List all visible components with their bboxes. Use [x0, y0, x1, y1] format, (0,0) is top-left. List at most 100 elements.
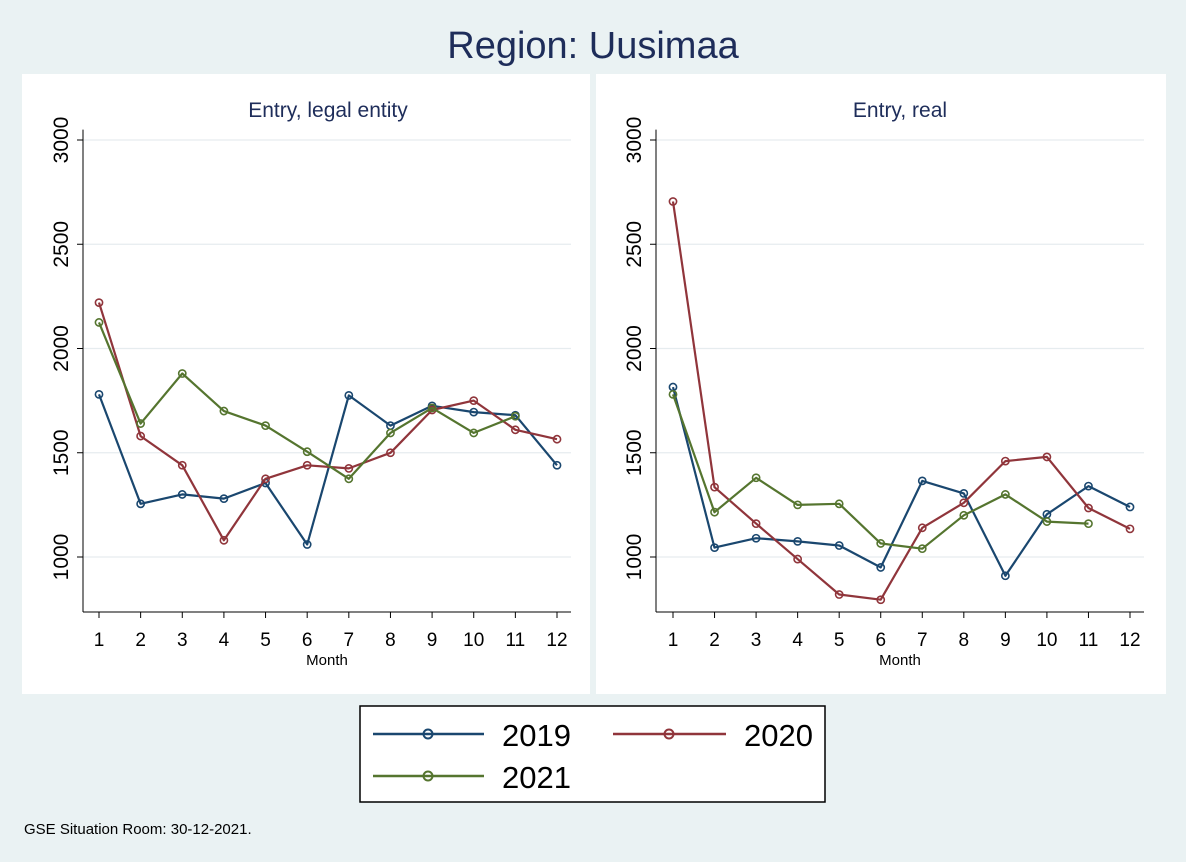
point-2019-legal-entity-month-4 — [219, 494, 229, 504]
legend-item-2019: 2019 — [373, 718, 571, 753]
point-2021-real-month-10 — [1042, 517, 1052, 526]
chart-title: Region: Uusimaa — [447, 25, 739, 67]
point-2019-real-month-6 — [876, 563, 886, 572]
point-2020-real-month-11 — [1084, 503, 1093, 513]
panel-background-legal-entity — [22, 74, 590, 694]
legend-box — [359, 705, 826, 803]
point-2021-legal-entity-month-5 — [261, 421, 270, 431]
point-2021-legal-entity-month-8 — [386, 428, 395, 438]
point-2021-real-month-11 — [1084, 519, 1093, 529]
point-2020-legal-entity-month-4 — [219, 535, 229, 545]
y-tick-label-real: 2000 — [623, 325, 646, 372]
point-2020-real-month-10 — [1042, 452, 1052, 462]
x-tick-label-real: 2 — [709, 630, 720, 651]
series-line-2020-legal-entity — [97, 302, 558, 542]
legend-label-2021: 2021 — [502, 760, 571, 795]
x-axis-label-real: Month — [879, 652, 921, 669]
point-2021-real-month-8 — [959, 510, 969, 520]
point-2020-real-month-6 — [876, 595, 886, 605]
legend-marker-2020 — [663, 728, 675, 740]
x-axis-label-legal-entity: Month — [306, 652, 348, 669]
series-line-2021-real — [671, 394, 1089, 550]
y-tick-label-legal-entity: 1500 — [50, 429, 73, 476]
point-2021-legal-entity-month-2 — [136, 419, 146, 428]
x-tick-label-legal-entity: 12 — [546, 630, 567, 651]
legend-marker-2021 — [422, 770, 434, 782]
x-tick-label-legal-entity: 5 — [260, 630, 271, 651]
point-2019-real-month-2 — [710, 543, 719, 553]
x-tick-label-legal-entity: 2 — [135, 630, 146, 651]
point-2019-real-month-11 — [1084, 481, 1093, 491]
point-2020-real-month-8 — [959, 498, 969, 508]
series-line-2019-real — [671, 386, 1131, 577]
x-tick-label-legal-entity: 8 — [385, 630, 396, 651]
panel-title-real: Entry, real — [853, 99, 947, 122]
point-2021-legal-entity-month-4 — [219, 406, 229, 416]
point-2021-legal-entity-month-3 — [177, 369, 187, 378]
y-tick-label-legal-entity: 2000 — [50, 325, 73, 372]
x-tick-label-legal-entity: 1 — [94, 630, 105, 651]
series-line-2020-real — [671, 201, 1131, 601]
point-2021-legal-entity-month-6 — [302, 447, 312, 457]
point-2020-real-month-5 — [834, 590, 844, 599]
x-tick-label-legal-entity: 6 — [302, 630, 313, 651]
point-2020-legal-entity-month-6 — [302, 460, 312, 470]
point-2019-legal-entity-month-10 — [469, 407, 479, 417]
x-tick-label-real: 1 — [668, 630, 679, 651]
point-2021-legal-entity-month-10 — [469, 428, 479, 438]
y-tick-label-real: 2500 — [623, 221, 646, 268]
legend-label-2020: 2020 — [744, 718, 813, 753]
point-2019-real-month-5 — [834, 541, 844, 550]
x-tick-label-legal-entity: 10 — [463, 630, 484, 651]
point-2021-real-month-9 — [1000, 490, 1010, 499]
point-2020-legal-entity-month-12 — [552, 434, 562, 444]
point-2021-real-month-1 — [668, 389, 678, 399]
point-2019-legal-entity-month-6 — [302, 540, 312, 549]
x-tick-label-real: 5 — [834, 630, 845, 651]
series-line-2019-legal-entity — [97, 394, 558, 546]
point-2021-real-month-2 — [710, 507, 719, 517]
point-2020-legal-entity-month-2 — [136, 431, 146, 441]
y-tick-label-legal-entity: 2500 — [50, 221, 73, 268]
point-2020-real-month-9 — [1000, 456, 1010, 466]
x-tick-label-real: 10 — [1036, 630, 1057, 651]
point-2019-real-month-3 — [751, 533, 761, 543]
point-2020-legal-entity-month-11 — [510, 425, 520, 435]
x-tick-label-real: 6 — [875, 630, 886, 651]
series-line-2021-legal-entity — [97, 321, 516, 480]
point-2019-real-month-9 — [1000, 571, 1010, 581]
legend-label-2019: 2019 — [502, 718, 571, 753]
point-2019-real-month-7 — [917, 476, 927, 486]
point-2021-real-month-3 — [751, 473, 761, 483]
point-2021-real-month-4 — [793, 500, 803, 510]
point-2021-legal-entity-month-11 — [510, 411, 520, 421]
point-2019-legal-entity-month-1 — [94, 389, 104, 399]
y-tick-label-real: 3000 — [623, 117, 646, 164]
point-2019-legal-entity-month-2 — [136, 499, 146, 509]
x-tick-label-real: 4 — [792, 630, 803, 651]
point-2020-legal-entity-month-10 — [469, 396, 479, 406]
legend-marker-2019 — [422, 728, 434, 740]
x-tick-label-real: 12 — [1119, 630, 1140, 651]
legend-item-2021: 2021 — [373, 760, 571, 795]
y-tick-label-real: 1000 — [623, 534, 646, 581]
panel-title-legal-entity: Entry, legal entity — [248, 99, 408, 122]
point-2021-legal-entity-month-9 — [427, 403, 437, 413]
x-tick-label-legal-entity: 7 — [344, 630, 355, 651]
x-tick-label-legal-entity: 11 — [505, 630, 525, 651]
point-2019-legal-entity-month-7 — [344, 391, 354, 400]
y-tick-label-real: 1500 — [623, 429, 646, 476]
footnote: GSE Situation Room: 30-12-2021. — [24, 821, 252, 838]
point-2020-legal-entity-month-3 — [177, 460, 187, 470]
legend-item-2020: 2020 — [613, 718, 813, 753]
y-tick-label-legal-entity: 3000 — [50, 117, 73, 164]
point-2020-real-month-1 — [668, 197, 678, 206]
point-2021-legal-entity-month-1 — [94, 318, 104, 327]
point-2020-real-month-4 — [793, 554, 803, 564]
point-2019-real-month-8 — [959, 489, 969, 498]
